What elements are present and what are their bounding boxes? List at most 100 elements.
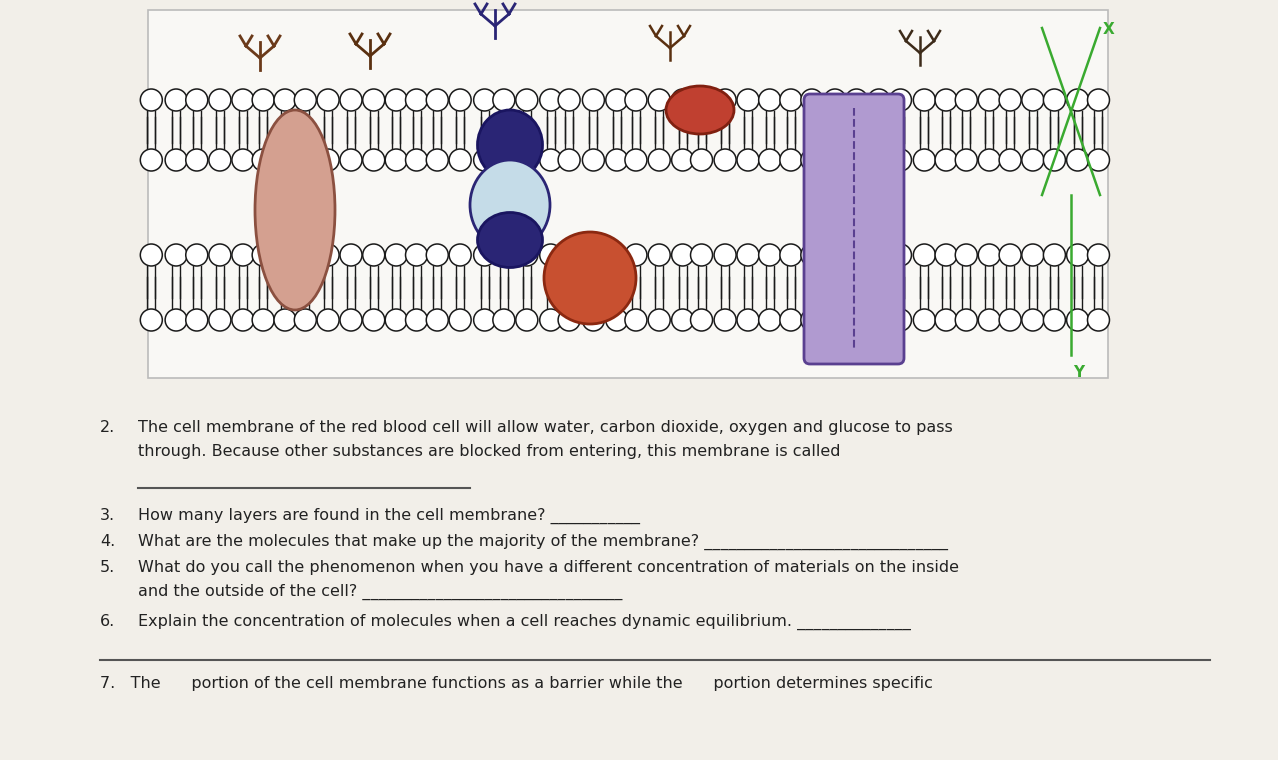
Ellipse shape [256,110,335,310]
Circle shape [165,309,187,331]
Circle shape [999,149,1021,171]
Circle shape [544,232,636,324]
Circle shape [1022,149,1044,171]
Text: 5.: 5. [100,560,115,575]
Circle shape [978,149,1001,171]
Circle shape [516,309,538,331]
Circle shape [1067,149,1089,171]
Circle shape [780,89,801,111]
Circle shape [185,244,208,266]
Circle shape [141,244,162,266]
Circle shape [648,244,670,266]
Circle shape [955,244,978,266]
Text: 7.   The      portion of the cell membrane functions as a barrier while the     : 7. The portion of the cell membrane func… [100,676,933,691]
Circle shape [185,149,208,171]
Text: and the outside of the cell? ________________________________: and the outside of the cell? ___________… [138,584,622,600]
Text: The cell membrane of the red blood cell will allow water, carbon dioxide, oxygen: The cell membrane of the red blood cell … [138,420,953,435]
Circle shape [363,309,385,331]
Circle shape [868,244,889,266]
Circle shape [978,244,1001,266]
Circle shape [208,89,231,111]
Circle shape [294,309,316,331]
Circle shape [914,244,935,266]
Circle shape [824,89,846,111]
Circle shape [317,309,339,331]
Circle shape [449,244,472,266]
Circle shape [539,309,562,331]
Circle shape [231,244,254,266]
Circle shape [363,149,385,171]
Text: What do you call the phenomenon when you have a different concentration of mater: What do you call the phenomenon when you… [138,560,958,575]
Circle shape [737,309,759,331]
Circle shape [978,89,1001,111]
Text: 3.: 3. [100,508,115,523]
Circle shape [801,149,823,171]
Circle shape [606,244,627,266]
Circle shape [317,244,339,266]
Text: How many layers are found in the cell membrane? ___________: How many layers are found in the cell me… [138,508,640,524]
Circle shape [824,309,846,331]
Circle shape [1067,309,1089,331]
Circle shape [889,89,911,111]
Circle shape [648,89,670,111]
Circle shape [801,244,823,266]
Circle shape [780,149,801,171]
Circle shape [606,149,627,171]
Circle shape [294,89,316,111]
Circle shape [231,89,254,111]
Circle shape [846,89,868,111]
Circle shape [999,309,1021,331]
Circle shape [672,244,694,266]
Circle shape [165,89,187,111]
Circle shape [914,149,935,171]
Circle shape [1043,309,1066,331]
Circle shape [385,149,408,171]
Circle shape [780,244,801,266]
Circle shape [1088,89,1109,111]
Circle shape [427,149,449,171]
Circle shape [672,149,694,171]
Circle shape [516,149,538,171]
Ellipse shape [478,213,542,268]
Circle shape [1043,89,1066,111]
Circle shape [449,309,472,331]
Circle shape [1043,244,1066,266]
Circle shape [493,89,515,111]
Circle shape [385,89,408,111]
Circle shape [208,244,231,266]
Circle shape [340,149,362,171]
Circle shape [824,149,846,171]
Text: X: X [1103,22,1114,37]
Circle shape [185,309,208,331]
Circle shape [294,149,316,171]
Circle shape [340,309,362,331]
Circle shape [625,89,647,111]
Circle shape [714,149,736,171]
Circle shape [846,309,868,331]
Circle shape [868,89,889,111]
Circle shape [690,149,713,171]
Circle shape [1088,309,1109,331]
Circle shape [759,309,781,331]
Circle shape [914,89,935,111]
Circle shape [340,244,362,266]
Circle shape [714,309,736,331]
Circle shape [889,149,911,171]
Circle shape [516,89,538,111]
Circle shape [999,89,1021,111]
Circle shape [252,309,275,331]
Text: 2.: 2. [100,420,115,435]
Circle shape [737,244,759,266]
Circle shape [539,244,562,266]
Circle shape [558,309,580,331]
Circle shape [690,89,713,111]
Circle shape [208,149,231,171]
Circle shape [759,149,781,171]
Circle shape [1043,149,1066,171]
Circle shape [474,244,496,266]
Circle shape [889,244,911,266]
Ellipse shape [478,110,542,180]
Circle shape [801,309,823,331]
Circle shape [363,244,385,266]
Circle shape [427,309,449,331]
